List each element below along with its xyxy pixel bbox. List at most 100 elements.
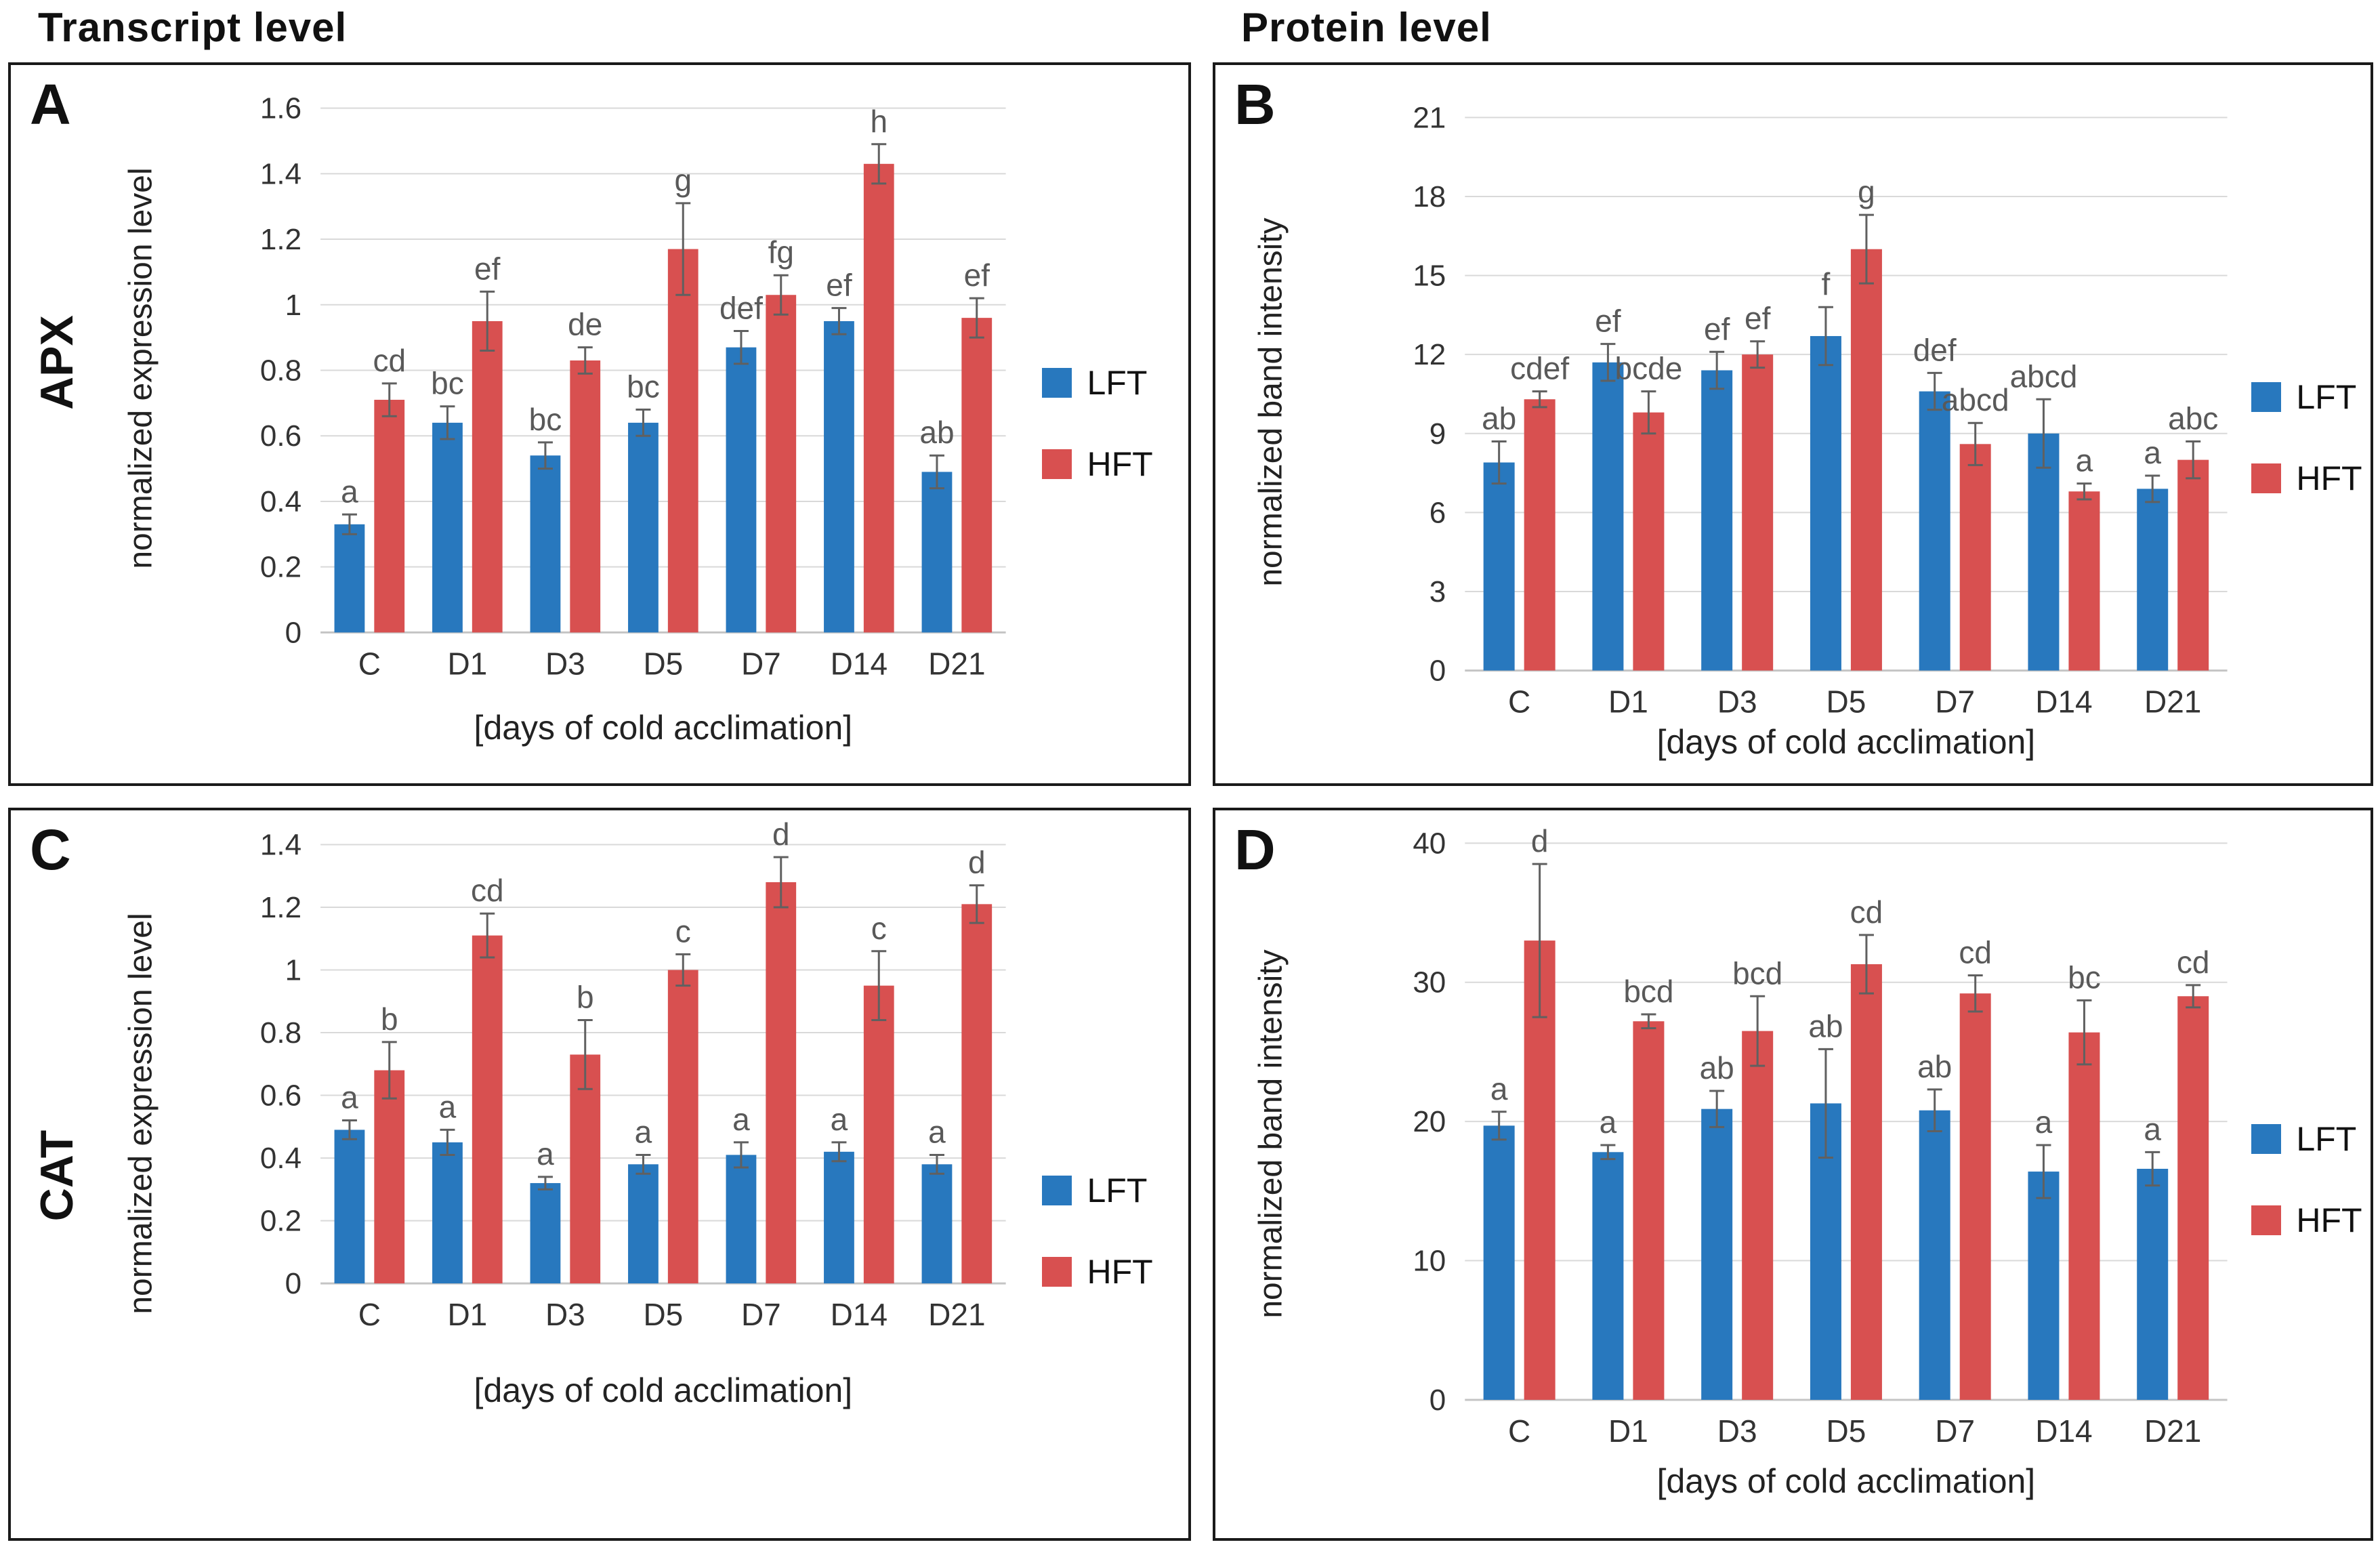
bar-hft-C [374,1070,405,1284]
chart-a: 0 0.2 0.4 0.6 0.8 1 1.2 1.4 1.6 a bc bc bc def ef ab cd e… [260,92,1006,681]
y-tick-label: 0.2 [260,1205,301,1238]
sig-letter-hft-D21: abc [2168,400,2218,436]
gridlines [320,844,1006,1285]
lft-swatch-icon [2251,1124,2282,1155]
bar-lft-C [1483,462,1515,671]
sig-letter-hft-C: b [381,1001,398,1037]
x-category-label: D14 [2035,1413,2092,1449]
bars [334,882,993,1284]
bar-lft-D14 [2028,433,2060,671]
legend-item-hft: HFT [1042,444,1153,484]
sig-letter-hft-D7: abcd [1942,382,2009,417]
significance-letters: a bc bc bc def ef ab cd ef de g fg h ef [341,104,990,509]
y-tick-label: 0.8 [260,354,301,388]
gridlines [1465,117,2228,672]
sig-letter-hft-D14: c [871,911,887,946]
y-tick-label: 0 [285,616,301,649]
sig-letter-hft-D14: bc [2068,959,2101,995]
bar-hft-D7 [766,295,797,633]
x-category-label: D1 [1608,1413,1648,1449]
bar-lft-D14 [824,1151,854,1284]
y-axis-label-a: normalized expression level [123,167,159,569]
legend-label-lft: LFT [1087,1171,1148,1209]
hft-swatch-icon [2251,463,2282,494]
error-bars [1491,863,2201,1199]
bars [334,163,993,633]
x-category-label: D14 [831,1297,888,1332]
y-tick-label: 0.6 [260,419,301,453]
bar-lft-D3 [1701,1109,1733,1400]
sig-letter-hft-D21: cd [2177,945,2210,980]
x-category-label: D7 [1935,1413,1975,1449]
y-tick-labels: 0 3 6 9 12 15 18 21 [1413,101,1446,687]
sig-letter-hft-D5: cd [1850,894,1883,930]
x-category-labels: C D1 D3 D5 D7 D14 D21 [358,1297,986,1332]
bar-lft-D7 [726,1155,757,1284]
y-tick-label: 20 [1413,1105,1446,1138]
bar-lft-D21 [921,1164,953,1284]
bar-lft-D1 [1592,1152,1624,1400]
y-tick-labels: 0 10 20 30 40 [1413,827,1446,1417]
error-bars [1491,213,2201,503]
sig-letter-lft-D21: a [2144,435,2161,470]
sig-letter-hft-D7: cd [1959,934,1992,970]
x-category-label: D7 [741,646,781,681]
legend-d: LFT HFT [2251,1119,2362,1240]
sig-letter-lft-D21: a [2144,1111,2161,1146]
bar-lft-D5 [628,422,659,633]
lft-swatch-icon [1042,367,1072,398]
bars [1483,940,2209,1400]
x-category-label: D5 [1826,1413,1866,1449]
bar-hft-D7 [1959,444,1991,671]
y-tick-label: 1.6 [260,92,301,125]
x-category-label: D21 [928,1297,985,1332]
sig-letter-hft-D3: de [568,307,602,342]
y-axis-label-d: normalized band intensity [1253,949,1289,1319]
significance-letters: a a ab ab ab a a d bcd bcd cd cd bc cd [1490,823,2210,1146]
bar-hft-D3 [1742,354,1774,671]
sig-letter-hft-C: cdef [1510,351,1569,386]
bar-lft-C [334,524,365,633]
bar-lft-D3 [530,1183,561,1284]
sig-letter-lft-D14: ef [826,268,852,303]
x-category-label: D7 [741,1297,781,1332]
panel-letter-a: A [30,73,71,136]
sig-letter-hft-D7: fg [768,234,794,270]
y-tick-label: 1.2 [260,223,301,256]
sig-letter-hft-D3: b [577,980,594,1015]
bar-lft-D1 [432,1142,463,1284]
bar-hft-D1 [1633,1021,1665,1400]
bar-lft-D7 [1919,1110,1950,1400]
x-category-label: D5 [643,1297,683,1332]
hft-swatch-icon [1042,1256,1072,1287]
panel-letter-d: D [1234,818,1276,882]
sig-letter-lft-D7: a [732,1102,750,1137]
y-tick-label: 21 [1413,101,1446,134]
x-axis-label-a: [days of cold acclimation] [474,708,853,747]
legend-label-hft: HFT [1087,1252,1153,1291]
bar-lft-D21 [2137,1168,2169,1400]
legend-b: LFT HFT [2251,377,2362,498]
panel-d: 0 10 20 30 40 a a ab ab ab a a d bcd bcd cd cd bc cd C D1 D3 D… [1213,808,2373,1541]
sig-letter-hft-D21: d [968,845,986,880]
bar-lft-D5 [1810,335,1841,671]
x-category-label: D14 [831,646,888,681]
x-category-label: C [1508,684,1530,720]
bar-lft-D21 [2137,489,2169,671]
sig-letter-hft-D7: d [772,816,790,852]
legend-item-hft: HFT [2251,1201,2362,1240]
sig-letter-lft-D1: a [439,1089,457,1124]
sig-letter-lft-C: a [1490,1071,1508,1106]
bar-hft-D14 [2068,491,2100,671]
sig-letter-hft-D5: g [1858,174,1875,209]
x-category-label: D21 [2144,1413,2201,1449]
bar-hft-D3 [570,360,601,633]
sig-letter-hft-C: cd [373,343,406,378]
sig-letter-lft-D1: ef [1595,304,1621,339]
x-category-label: C [1508,1413,1530,1449]
sig-letter-lft-D1: a [1600,1104,1617,1140]
legend-item-hft: HFT [1042,1252,1153,1291]
legend-item-lft: LFT [1042,363,1152,402]
legend-item-lft: LFT [1042,1171,1152,1210]
